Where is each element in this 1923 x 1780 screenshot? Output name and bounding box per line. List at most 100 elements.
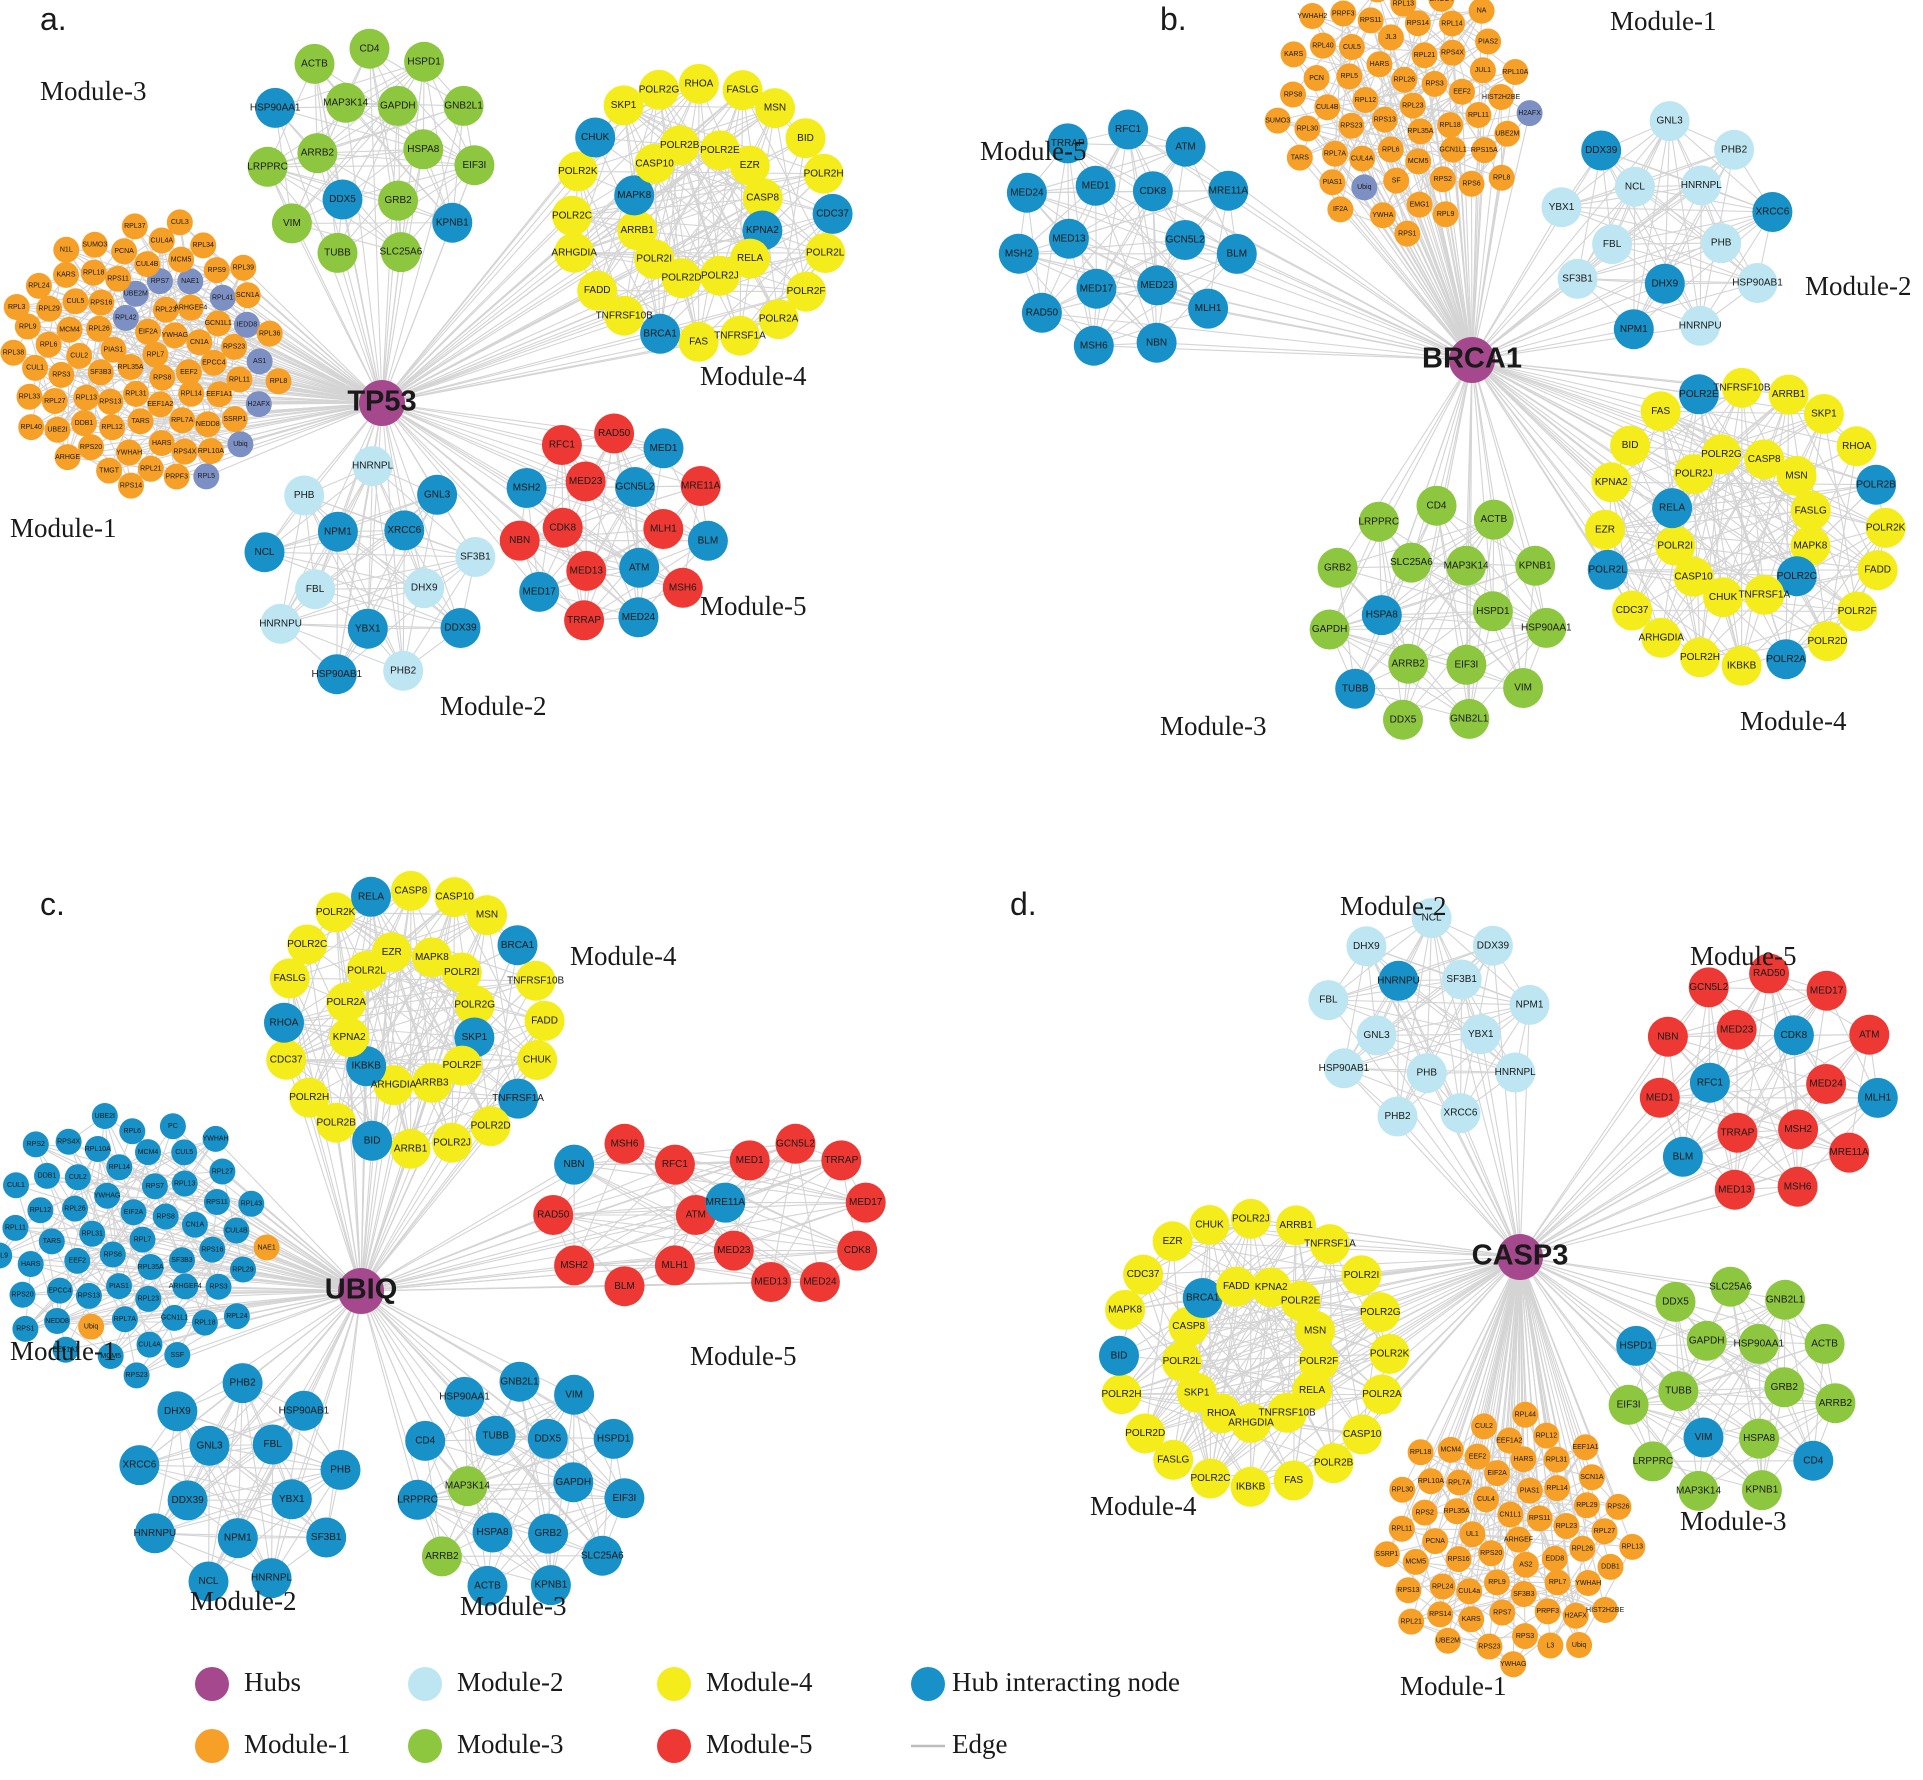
svg-text:DDB1: DDB1 — [75, 420, 94, 427]
svg-text:RPL33: RPL33 — [19, 394, 41, 401]
svg-text:MSH2: MSH2 — [1005, 248, 1033, 259]
svg-text:POLR2F: POLR2F — [443, 1060, 482, 1071]
svg-text:CHUK: CHUK — [581, 132, 610, 143]
svg-text:RPS6: RPS6 — [1462, 181, 1480, 188]
svg-text:MLH1: MLH1 — [662, 1260, 689, 1271]
svg-text:RPS15A: RPS15A — [1471, 147, 1498, 154]
svg-text:BLM: BLM — [1673, 1151, 1694, 1162]
svg-text:ARRB2: ARRB2 — [1819, 1398, 1853, 1409]
svg-text:VIM: VIM — [565, 1389, 583, 1400]
svg-text:IKBKB: IKBKB — [1236, 1481, 1266, 1492]
svg-text:FASLG: FASLG — [1157, 1454, 1189, 1465]
svg-text:SCN1A: SCN1A — [1580, 1474, 1604, 1481]
svg-text:RPS11: RPS11 — [1529, 1515, 1551, 1522]
svg-text:SLC25A6: SLC25A6 — [581, 1550, 624, 1561]
svg-text:DHX9: DHX9 — [1353, 941, 1380, 952]
svg-text:RPL10A: RPL10A — [198, 448, 224, 455]
svg-text:POLR2H: POLR2H — [289, 1092, 329, 1103]
svg-text:Module-4: Module-4 — [1090, 1491, 1197, 1521]
svg-text:RPS11: RPS11 — [107, 276, 129, 283]
svg-text:CASP10: CASP10 — [435, 892, 474, 903]
svg-text:POLR2D: POLR2D — [1807, 636, 1847, 647]
svg-text:NPM1: NPM1 — [324, 526, 352, 537]
svg-text:LRPPRC: LRPPRC — [1359, 516, 1400, 527]
svg-text:IKBKB: IKBKB — [1727, 660, 1757, 671]
svg-text:TARS: TARS — [1291, 154, 1309, 161]
svg-text:CASP10: CASP10 — [1674, 571, 1713, 582]
svg-text:NBN: NBN — [1657, 1031, 1678, 1042]
svg-text:RPL14: RPL14 — [1546, 1485, 1568, 1492]
svg-text:TNFRSF10B: TNFRSF10B — [507, 975, 565, 986]
svg-text:RPL35A: RPL35A — [138, 1264, 164, 1271]
svg-text:DHX9: DHX9 — [411, 583, 438, 594]
svg-text:MSN: MSN — [1785, 471, 1807, 482]
svg-text:MSN: MSN — [1304, 1325, 1326, 1336]
svg-text:HNRNPL: HNRNPL — [352, 461, 394, 472]
svg-text:RPS8: RPS8 — [157, 1213, 175, 1220]
svg-text:RPL29: RPL29 — [232, 1266, 254, 1273]
svg-text:ACTB: ACTB — [474, 1581, 501, 1592]
svg-text:RPL37: RPL37 — [124, 223, 146, 230]
svg-text:DDX39: DDX39 — [444, 623, 477, 634]
svg-text:JL3: JL3 — [1385, 34, 1396, 41]
svg-text:GRB2: GRB2 — [1771, 1382, 1799, 1393]
svg-text:Module-5: Module-5 — [690, 1341, 796, 1371]
svg-text:Module-4: Module-4 — [570, 941, 677, 971]
svg-text:TNFRSF10B: TNFRSF10B — [1713, 383, 1771, 394]
svg-text:ARRB1: ARRB1 — [621, 225, 655, 236]
svg-text:RPS13: RPS13 — [1397, 1587, 1419, 1594]
svg-text:HNRNPL: HNRNPL — [1681, 180, 1723, 191]
svg-text:POLR2A: POLR2A — [1766, 654, 1806, 665]
svg-text:EMG1: EMG1 — [1410, 201, 1430, 208]
svg-text:RAD50: RAD50 — [598, 428, 631, 439]
svg-text:RPL18: RPL18 — [83, 270, 105, 277]
svg-text:RPL13: RPL13 — [174, 1180, 196, 1187]
svg-text:POLR2D: POLR2D — [471, 1121, 511, 1132]
svg-text:Ubiq: Ubiq — [84, 1323, 99, 1330]
svg-text:YBX1: YBX1 — [1468, 1029, 1494, 1040]
svg-text:NPM1: NPM1 — [1620, 324, 1648, 335]
svg-text:RPL27: RPL27 — [212, 1168, 234, 1175]
svg-text:MSH2: MSH2 — [560, 1260, 588, 1271]
svg-text:XRCC6: XRCC6 — [1444, 1108, 1478, 1119]
svg-text:RPL3: RPL3 — [8, 304, 26, 311]
svg-text:CHUK: CHUK — [1195, 1220, 1224, 1231]
svg-text:DDB1: DDB1 — [38, 1173, 57, 1180]
svg-text:GCN5L2: GCN5L2 — [1166, 235, 1205, 246]
svg-text:CDC37: CDC37 — [1616, 605, 1649, 616]
svg-text:MCM5: MCM5 — [1408, 158, 1429, 165]
svg-text:CUL4: CUL4 — [1477, 1496, 1495, 1503]
svg-text:GNB2L1: GNB2L1 — [500, 1376, 539, 1387]
svg-text:NBN: NBN — [564, 1159, 585, 1170]
svg-text:CN1A: CN1A — [190, 339, 209, 346]
svg-text:FAS: FAS — [689, 336, 708, 347]
svg-text:BRCA1: BRCA1 — [501, 940, 535, 951]
svg-text:RPL35A: RPL35A — [1444, 1508, 1470, 1515]
svg-text:CUL4B: CUL4B — [136, 261, 159, 268]
svg-text:DDX39: DDX39 — [171, 1495, 204, 1506]
svg-text:SKP1: SKP1 — [1811, 409, 1837, 420]
svg-text:Module-3: Module-3 — [40, 76, 146, 106]
svg-text:CUL4a: CUL4a — [1458, 1588, 1480, 1595]
svg-text:POLR2B: POLR2B — [660, 140, 700, 151]
svg-text:POLR2G: POLR2G — [1701, 449, 1742, 460]
svg-text:ACTB: ACTB — [1480, 514, 1507, 525]
svg-text:SCN1A: SCN1A — [236, 292, 260, 299]
svg-text:RHOA: RHOA — [270, 1017, 299, 1028]
svg-text:CUL5: CUL5 — [175, 1149, 193, 1156]
svg-text:ARHGEF: ARHGEF — [1504, 1536, 1533, 1543]
svg-text:GCN1L1: GCN1L1 — [205, 320, 232, 327]
svg-text:GCN5L2: GCN5L2 — [776, 1138, 815, 1149]
svg-text:RPL39: RPL39 — [233, 265, 255, 272]
svg-text:GCN5L2: GCN5L2 — [616, 482, 655, 493]
svg-text:EZR: EZR — [740, 160, 760, 171]
svg-text:EIF3I: EIF3I — [1454, 659, 1478, 670]
svg-text:Ubiq: Ubiq — [1357, 184, 1372, 191]
svg-text:RFC1: RFC1 — [1115, 124, 1142, 135]
svg-text:POLR2F: POLR2F — [787, 286, 826, 297]
svg-text:KPNB1: KPNB1 — [1519, 560, 1552, 571]
svg-text:GNB2L1: GNB2L1 — [444, 101, 483, 112]
svg-text:RPS3: RPS3 — [52, 372, 70, 379]
svg-text:KPNA2: KPNA2 — [746, 225, 779, 236]
svg-text:PIAS1: PIAS1 — [1322, 179, 1342, 186]
